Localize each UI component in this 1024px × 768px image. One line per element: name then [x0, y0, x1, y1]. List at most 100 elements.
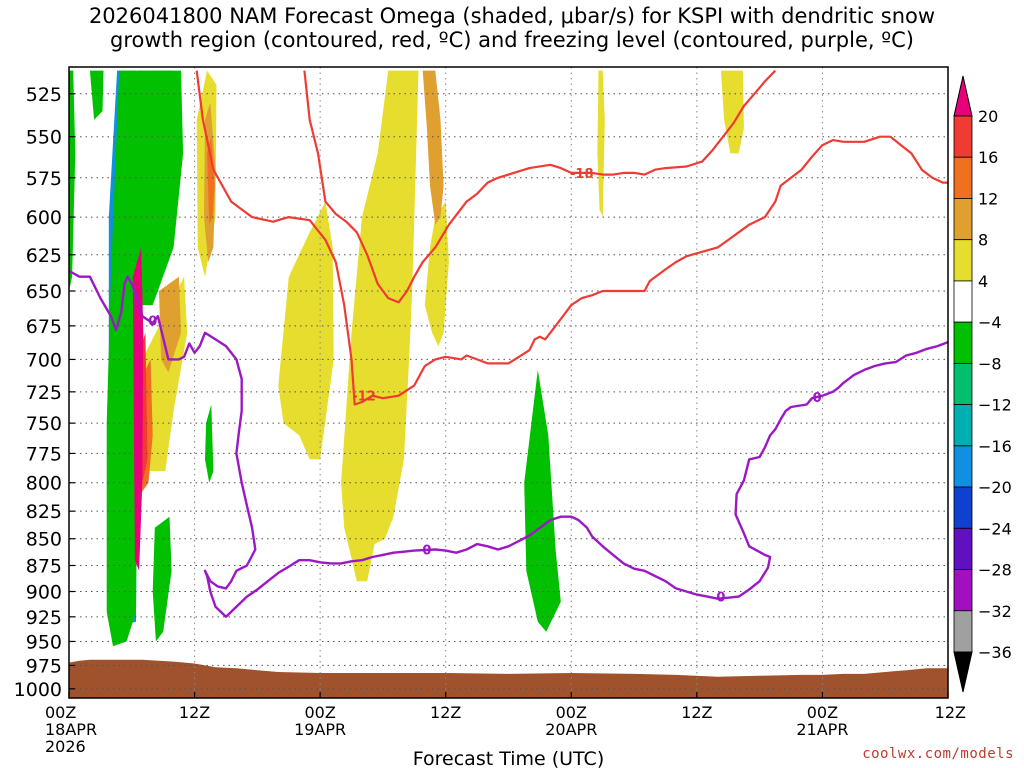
xtick-label-24-1: 19APR — [294, 720, 346, 739]
dgz-contour--12 — [195, 70, 948, 406]
ytick-label-625: 625 — [26, 245, 62, 267]
ytick-label-975: 975 — [26, 655, 62, 677]
freezing-label-2: 0 — [813, 391, 822, 406]
dgz-contours — [195, 69, 948, 406]
plot-frame — [68, 66, 949, 699]
colorbar-band-8 — [953, 445, 973, 488]
freezing-label-0: 0 — [422, 544, 431, 559]
colorbar-band-11 — [953, 569, 973, 612]
ytick-label-925: 925 — [26, 607, 62, 629]
credit-text: coolwx.com/models — [862, 746, 1014, 762]
colorbar-band-6 — [953, 362, 973, 406]
terrain-fill — [69, 659, 948, 698]
omega-region-27 — [132, 247, 144, 571]
freezing-label-1: 0 — [716, 591, 725, 606]
freezing-contour-0 — [69, 269, 948, 618]
colorbar-label-7: −12 — [978, 396, 1012, 415]
omega-region-17 — [341, 70, 419, 582]
colorbar-label-2: 12 — [978, 189, 998, 208]
colorbar-label-8: −16 — [978, 437, 1012, 456]
ytick-label-875: 875 — [26, 555, 62, 577]
colorbar-label-1: 16 — [978, 148, 998, 167]
xtick-label-84-0: 12Z — [935, 703, 966, 722]
colorbar-band-9 — [953, 486, 973, 529]
axes: 525 550 575 600 625 650 675 700 725 750 775 800 825 8… — [14, 66, 966, 768]
ytick-label-700: 700 — [26, 349, 62, 371]
colorbar-band-12 — [953, 610, 973, 653]
xtick-label-0-0: 00Z — [45, 703, 76, 722]
ytick-label-800: 800 — [26, 473, 62, 495]
colorbar: 20 16 12 8 4 −4 −8 −12 −16 −20 −24 −28 −32 −36 — [953, 75, 1012, 693]
ytick-label-575: 575 — [26, 168, 62, 190]
colorbar-band-10 — [953, 527, 973, 570]
dgz-label-1: -18 — [570, 167, 594, 182]
xtick-label-72-0: 00Z — [807, 703, 838, 722]
omega-region-24 — [207, 136, 215, 225]
x-axis-label: Forecast Time (UTC) — [413, 748, 604, 768]
colorbar-label-12: −32 — [978, 602, 1012, 621]
xtick-label-12-0: 12Z — [179, 703, 210, 722]
ytick-label-725: 725 — [26, 382, 62, 404]
omega-region-8 — [106, 70, 141, 647]
colorbar-band-5 — [953, 321, 973, 364]
ytick-label-900: 900 — [26, 582, 62, 604]
terrain-layer — [69, 659, 948, 698]
colorbar-top-arrow — [953, 75, 973, 117]
ytick-label-525: 525 — [26, 84, 62, 106]
ytick-label-950: 950 — [26, 631, 62, 653]
xtick-label-0-1: 18APR — [45, 720, 97, 739]
colorbar-band-2 — [953, 198, 973, 241]
xtick-label-0-2: 2026 — [45, 737, 86, 756]
ytick-label-650: 650 — [26, 281, 62, 303]
ytick-label-550: 550 — [26, 127, 62, 149]
xtick-label-24-0: 00Z — [304, 703, 335, 722]
omega-region-19 — [597, 70, 605, 218]
omega-region-18 — [424, 201, 449, 347]
ytick-label-750: 750 — [26, 413, 62, 435]
colorbar-label-9: −20 — [978, 478, 1012, 497]
ytick-label-675: 675 — [26, 316, 62, 338]
ytick-label-1000: 1000 — [14, 679, 62, 701]
colorbar-label-11: −28 — [978, 561, 1012, 580]
freezing-label-3: 0 — [148, 314, 157, 329]
omega-region-13 — [524, 369, 561, 632]
omega-region-9 — [89, 70, 104, 120]
colorbar-band-0 — [953, 115, 973, 158]
dgz-label-0: -12 — [352, 390, 376, 405]
omega-region-11 — [205, 404, 214, 483]
colorbar-label-0: 20 — [978, 107, 998, 126]
colorbar-label-3: 8 — [978, 231, 988, 250]
colorbar-band-7 — [953, 404, 973, 447]
colorbar-label-13: −36 — [978, 643, 1012, 662]
ytick-label-850: 850 — [26, 529, 62, 551]
colorbar-bottom-arrow — [953, 651, 973, 693]
contour-labels: -12 -18 0 0 0 0 — [148, 167, 822, 606]
omega-region-23 — [422, 70, 444, 225]
xtick-label-72-1: 21APR — [796, 720, 848, 739]
omega-region-7 — [138, 70, 184, 306]
colorbar-label-5: −4 — [978, 313, 1002, 332]
omega-region-12 — [69, 70, 76, 291]
chart-title: 2026041800 NAM Forecast Omega (shaded, μ… — [0, 4, 1024, 52]
colorbar-label-6: −8 — [978, 354, 1002, 373]
xtick-label-60-0: 12Z — [681, 703, 712, 722]
title-line-1: 2026041800 NAM Forecast Omega (shaded, μ… — [88, 4, 936, 28]
colorbar-band-4 — [953, 280, 973, 323]
xtick-label-48-1: 20APR — [545, 720, 597, 739]
omega-region-10 — [152, 516, 172, 642]
ytick-label-775: 775 — [26, 443, 62, 465]
ytick-label-825: 825 — [26, 501, 62, 523]
colorbar-label-4: 4 — [978, 272, 988, 291]
colorbar-band-1 — [953, 156, 973, 199]
xtick-label-48-0: 00Z — [556, 703, 587, 722]
xtick-label-36-0: 12Z — [430, 703, 461, 722]
title-line-2: growth region (contoured, red, ºC) and f… — [110, 28, 914, 52]
ytick-label-600: 600 — [26, 207, 62, 229]
colorbar-label-10: −24 — [978, 519, 1012, 538]
colorbar-band-3 — [953, 239, 973, 282]
omega-region-21 — [159, 276, 181, 373]
freezing-level-contours — [69, 269, 948, 618]
dgz-contour--18 — [303, 69, 777, 304]
omega-shading-layer — [69, 70, 744, 647]
